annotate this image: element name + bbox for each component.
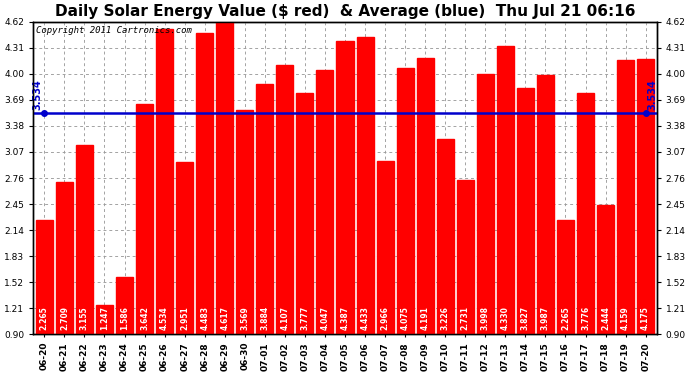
Text: 4.534: 4.534 — [160, 306, 169, 330]
Text: 3.884: 3.884 — [260, 306, 269, 330]
Text: 2.951: 2.951 — [180, 306, 189, 330]
Bar — [517, 88, 534, 334]
Text: 1.247: 1.247 — [100, 306, 109, 330]
Text: 4.107: 4.107 — [280, 306, 289, 330]
Text: 4.047: 4.047 — [320, 306, 329, 330]
Bar — [477, 74, 494, 334]
Bar — [317, 70, 333, 334]
Bar — [56, 182, 73, 334]
Bar — [236, 110, 253, 334]
Bar — [297, 93, 313, 334]
Bar — [357, 38, 373, 334]
Text: 4.159: 4.159 — [621, 306, 630, 330]
Bar — [156, 29, 173, 334]
Text: 4.330: 4.330 — [501, 306, 510, 330]
Bar — [277, 65, 293, 335]
Bar — [457, 180, 474, 334]
Text: 3.827: 3.827 — [521, 306, 530, 330]
Text: 3.534: 3.534 — [648, 80, 658, 111]
Text: 4.387: 4.387 — [340, 306, 350, 330]
Text: 3.226: 3.226 — [441, 306, 450, 330]
Text: Copyright 2011 Cartronics.com: Copyright 2011 Cartronics.com — [37, 26, 193, 35]
Bar — [196, 33, 213, 334]
Text: 3.777: 3.777 — [300, 306, 309, 330]
Bar — [136, 104, 153, 334]
Text: 2.265: 2.265 — [561, 306, 570, 330]
Bar — [497, 46, 514, 334]
Text: 3.776: 3.776 — [581, 306, 590, 330]
Bar — [617, 60, 634, 334]
Bar — [577, 93, 594, 334]
Text: 2.444: 2.444 — [601, 306, 610, 330]
Text: 4.483: 4.483 — [200, 306, 209, 330]
Bar — [76, 145, 93, 334]
Bar — [216, 22, 233, 334]
Text: 3.987: 3.987 — [541, 306, 550, 330]
Text: 2.966: 2.966 — [381, 306, 390, 330]
Bar — [36, 220, 53, 334]
Text: 4.191: 4.191 — [421, 306, 430, 330]
Bar — [337, 41, 353, 334]
Text: 4.433: 4.433 — [361, 306, 370, 330]
Bar — [637, 59, 654, 334]
Text: 3.642: 3.642 — [140, 306, 149, 330]
Bar — [437, 139, 454, 334]
Text: 3.155: 3.155 — [80, 306, 89, 330]
Text: 4.617: 4.617 — [220, 306, 229, 330]
Text: 4.175: 4.175 — [641, 306, 650, 330]
Text: 1.586: 1.586 — [120, 306, 129, 330]
Bar — [256, 84, 273, 334]
Bar — [377, 161, 393, 334]
Bar — [557, 220, 574, 334]
Text: 3.998: 3.998 — [481, 306, 490, 330]
Text: 3.534: 3.534 — [32, 80, 42, 111]
Text: 2.265: 2.265 — [40, 306, 49, 330]
Bar — [116, 277, 133, 334]
Bar — [417, 58, 434, 334]
Bar — [597, 205, 614, 334]
Text: 4.075: 4.075 — [401, 306, 410, 330]
Text: 2.709: 2.709 — [60, 306, 69, 330]
Bar — [397, 68, 413, 334]
Bar — [537, 75, 554, 334]
Bar — [96, 305, 113, 334]
Text: 3.569: 3.569 — [240, 306, 249, 330]
Bar — [176, 162, 193, 334]
Title: Daily Solar Energy Value ($ red)  & Average (blue)  Thu Jul 21 06:16: Daily Solar Energy Value ($ red) & Avera… — [55, 4, 635, 19]
Text: 2.731: 2.731 — [461, 306, 470, 330]
